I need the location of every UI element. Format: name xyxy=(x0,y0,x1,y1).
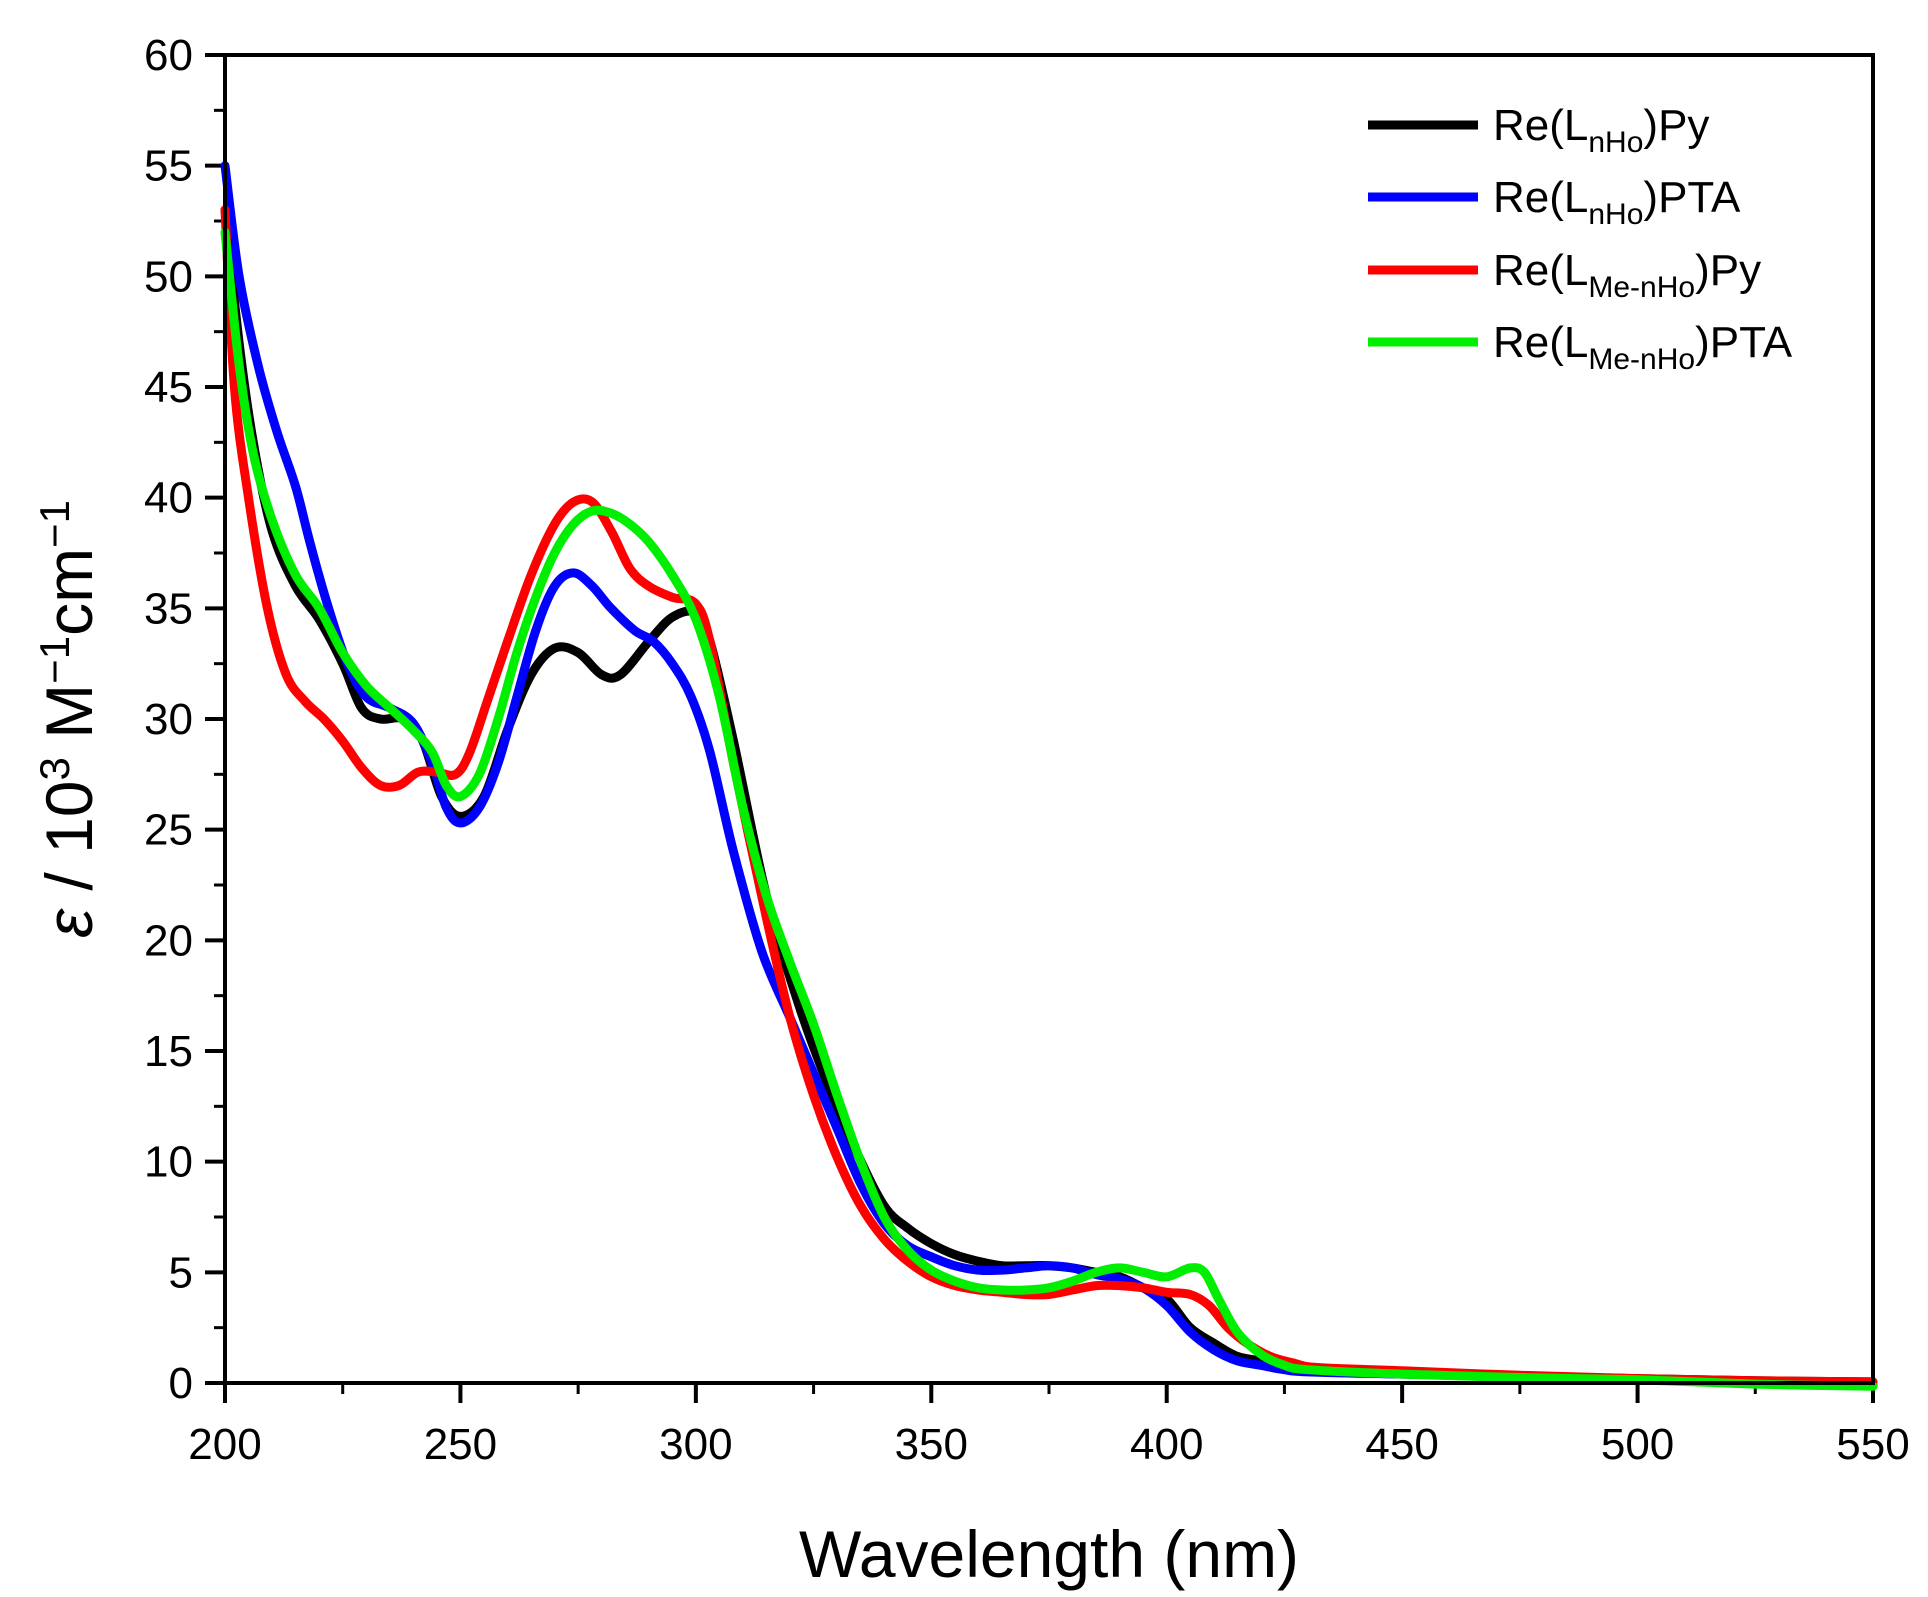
series-line-3 xyxy=(220,205,1878,1387)
y-tick-label: 20 xyxy=(144,916,193,965)
y-tick-label: 50 xyxy=(144,252,193,301)
y-tick-label: 45 xyxy=(144,363,193,412)
x-tick-label: 550 xyxy=(1836,1420,1909,1469)
y-tick-labels: 0 5 10 15 20 25 30 35 40 45 50 55 60 xyxy=(144,31,193,1408)
y-tick-label: 15 xyxy=(144,1027,193,1076)
x-tick-label: 300 xyxy=(659,1420,732,1469)
y-tick-label: 0 xyxy=(169,1359,193,1408)
y-tick-label: 30 xyxy=(144,695,193,744)
legend-label-1: Re(LnHo)Py xyxy=(1493,101,1709,159)
y-tick-label: 35 xyxy=(144,584,193,633)
axis-ticks xyxy=(205,53,1875,1403)
y-tick-label: 55 xyxy=(144,142,193,191)
y-tick-label: 5 xyxy=(169,1248,193,1297)
plot-frame xyxy=(223,53,1875,1385)
y-tick-label: 40 xyxy=(144,474,193,523)
x-tick-label: 350 xyxy=(895,1420,968,1469)
y-tick-label: 60 xyxy=(144,31,193,80)
x-tick-label: 400 xyxy=(1130,1420,1203,1469)
x-tick-label: 200 xyxy=(188,1420,261,1469)
x-tick-labels: 200 250 300 350 400 450 500 550 xyxy=(188,1420,1909,1469)
y-tick-label: 25 xyxy=(144,806,193,855)
series-line-1 xyxy=(220,205,1878,1387)
series-line-4 xyxy=(220,227,1878,1391)
legend-label-3: Re(LMe-nHo)Py xyxy=(1493,246,1761,304)
y-tick-label: 10 xyxy=(144,1138,193,1187)
legend-label-2: Re(LnHo)PTA xyxy=(1493,173,1741,231)
x-tick-label: 500 xyxy=(1601,1420,1674,1469)
x-tick-label: 450 xyxy=(1365,1420,1438,1469)
x-axis-title: Wavelength (nm) xyxy=(799,1517,1299,1591)
legend: Re(LnHo)Py Re(LnHo)PTA Re(LMe-nHo)Py Re(LMe… xyxy=(1368,101,1793,376)
y-axis-title: ε / 103 M−1cm−1 xyxy=(31,500,107,938)
series-lines xyxy=(220,161,1878,1391)
legend-label-4: Re(LMe-nHo)PTA xyxy=(1493,318,1793,376)
x-tick-label: 250 xyxy=(424,1420,497,1469)
